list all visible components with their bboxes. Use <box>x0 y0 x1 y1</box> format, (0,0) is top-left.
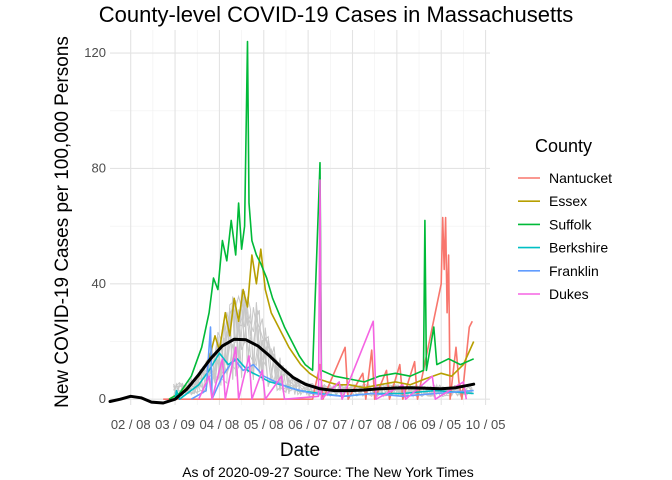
series-line-dukes <box>197 179 468 400</box>
series-line-suffolk <box>168 40 475 400</box>
y-tick-label: 80 <box>92 160 106 175</box>
tick-labels: 0 40 80 120 02 / 08 03 / 09 04 / 08 05 / 08 06 /… <box>84 45 505 432</box>
x-tick-label: 08 / 06 <box>377 417 417 432</box>
chart-caption: As of 2020-09-27 Source: The New York Ti… <box>182 464 474 480</box>
legend-label-essex: Essex <box>549 193 587 209</box>
grid <box>110 30 490 405</box>
trend-line-group <box>108 337 476 405</box>
series-line-franklin <box>190 326 474 400</box>
x-tick-label: 05 / 08 <box>244 417 284 432</box>
chart-title: County-level COVID-19 Cases in Massachus… <box>99 2 573 27</box>
legend-label-berkshire: Berkshire <box>549 240 608 256</box>
x-tick-label: 06 / 07 <box>288 417 328 432</box>
x-tick-label: 02 / 08 <box>111 417 151 432</box>
x-tick-label: 07 / 07 <box>333 417 373 432</box>
legend-title: County <box>535 136 592 156</box>
x-tick-label: 04 / 08 <box>200 417 240 432</box>
x-tick-label: 10 / 05 <box>466 417 506 432</box>
trend-line <box>108 337 476 405</box>
series-line-essex <box>168 248 475 400</box>
x-tick-label: 09 / 05 <box>421 417 461 432</box>
y-tick-label: 120 <box>84 45 106 60</box>
x-tick-label: 03 / 09 <box>155 417 195 432</box>
series-lines <box>163 40 475 400</box>
y-tick-label: 40 <box>92 276 106 291</box>
y-axis-title: New COVID-19 Cases per 100,000 Persons <box>52 36 73 408</box>
y-tick-label: 0 <box>99 391 106 406</box>
x-axis-title: Date <box>280 440 320 461</box>
legend: Nantucket Essex Suffolk Berkshire Franklin Du… <box>518 170 612 302</box>
legend-label-franklin: Franklin <box>549 263 599 279</box>
legend-label-suffolk: Suffolk <box>549 216 593 232</box>
legend-label-nantucket: Nantucket <box>549 170 612 186</box>
legend-label-dukes: Dukes <box>549 286 589 302</box>
series-line-nantucket <box>163 216 474 400</box>
